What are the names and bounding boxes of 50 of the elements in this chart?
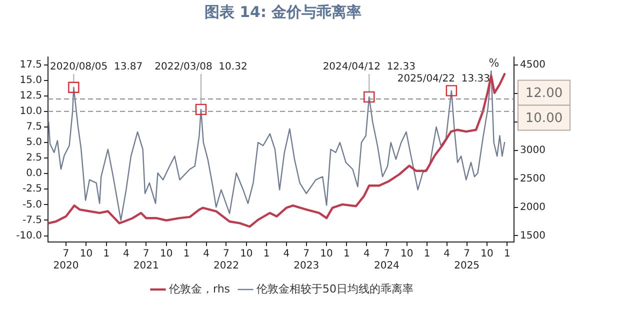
x-tick-label: 10 xyxy=(160,248,173,260)
y-tick-label: 15.0 xyxy=(20,74,42,86)
y-tick-label: -10.0 xyxy=(16,230,42,242)
x-tick-label: 10 xyxy=(400,248,414,260)
x-tick-label: 4 xyxy=(364,248,370,260)
x-tick-label: 7 2024 xyxy=(374,248,400,272)
x-tick-label: 7 2020 xyxy=(53,248,79,272)
x-tick-label: 4 xyxy=(203,248,210,260)
x-tick-label: 7 2025 xyxy=(454,248,480,272)
y2-tick-label: 4500 xyxy=(520,60,546,71)
y-tick-label: -2.5 xyxy=(22,184,42,195)
x-tick-label: 4 xyxy=(122,248,130,260)
annotation: 2025/04/22 13.33 xyxy=(397,74,490,85)
chart-title: 图表 14: 金价与乖离率 xyxy=(204,2,362,21)
x-tick-label: 7 2023 xyxy=(294,248,320,272)
x-tick-label: 7 2021 xyxy=(133,248,159,272)
legend-label: 伦敦金，rhs xyxy=(168,282,230,296)
legend-label: 伦敦金相较于50日均线的乖离率 xyxy=(256,282,414,296)
x-tick-label: 1 xyxy=(103,248,110,260)
y2-tick-label: 3000 xyxy=(520,144,546,156)
x-tick-label: 10 xyxy=(80,248,93,260)
annotation: % xyxy=(488,56,500,70)
x-tick-label: 4 xyxy=(283,248,290,260)
y-tick-label: -5.0 xyxy=(22,199,42,210)
y2-tick-label: 2500 xyxy=(520,173,546,184)
annotation: 2020/08/05 13.87 xyxy=(50,62,143,73)
y-tick-label: 0.0 xyxy=(26,168,42,180)
y-tick-label: 7.5 xyxy=(26,122,42,133)
x-tick-label: 1 xyxy=(344,248,350,260)
x-tick-label: 10 xyxy=(240,248,253,260)
x-tick-label: 1 xyxy=(424,248,430,260)
y-tick-label: 17.5 xyxy=(20,59,42,70)
annotation: 2022/03/08 10.32 xyxy=(154,62,248,73)
x-tick-label: 4 xyxy=(444,248,450,260)
annotation: 2024/04/12 12.33 xyxy=(322,62,416,73)
y-tick-label: 5.0 xyxy=(26,137,42,148)
y-tick-label: 10.0 xyxy=(20,106,42,118)
x-tick-label: 10 xyxy=(480,248,494,260)
x-tick-label: 1 xyxy=(263,248,270,260)
ref-line-label: 10.00 xyxy=(525,111,563,126)
x-tick-label: 7 2022 xyxy=(214,248,239,272)
y-tick-label: -7.5 xyxy=(22,214,42,226)
y-tick-label: 2.5 xyxy=(26,152,42,164)
y2-tick-label: 1500 xyxy=(520,230,546,242)
x-tick-label: 1 xyxy=(183,248,190,260)
x-tick-label: 10 xyxy=(320,248,333,260)
ref-line-label: 12.00 xyxy=(525,86,563,102)
x-tick-label: 1 xyxy=(504,248,510,260)
y-tick-label: 12.5 xyxy=(20,90,42,102)
y2-tick-label: 2000 xyxy=(520,202,546,213)
